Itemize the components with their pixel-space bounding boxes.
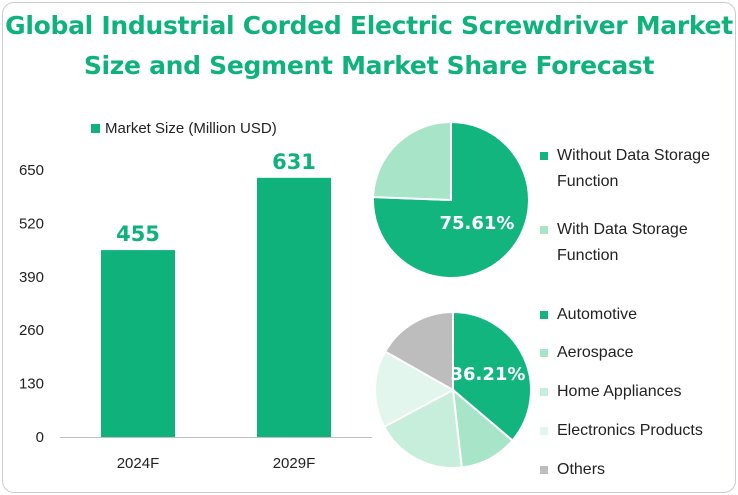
bar <box>257 177 331 437</box>
legend-item-aerospace: Aerospace <box>540 340 634 366</box>
x-tick-label: 2029F <box>273 455 316 472</box>
pie-value-label: 75.61% <box>440 213 515 234</box>
title-line-1: Global Industrial Corded Electric Screwd… <box>5 11 733 40</box>
bar-legend-label: Market Size (Million USD) <box>105 120 277 137</box>
legend-swatch <box>540 427 548 435</box>
legend-swatch <box>540 152 548 160</box>
legend-item-electronics-products: Electronics Products <box>540 418 703 444</box>
legend-swatch <box>540 349 548 357</box>
legend-item-with-data-storage: With Data Storage Function <box>540 217 730 269</box>
pie-slice <box>382 388 463 469</box>
legend-label: Electronics Products <box>557 422 703 439</box>
pie-slice <box>452 310 532 442</box>
bar-value-label: 455 <box>116 222 160 246</box>
bar-value-label: 631 <box>272 150 316 174</box>
y-tick-label: 130 <box>19 376 44 393</box>
pie-value-label: 36.21% <box>451 364 526 385</box>
legend-item-home-appliances: Home Appliances <box>540 379 682 405</box>
bar-legend-swatch <box>91 124 100 133</box>
legend-label: Home Appliances <box>557 383 682 400</box>
y-tick-label: 390 <box>19 269 44 286</box>
chart-title: Global Industrial Corded Electric Screwd… <box>0 6 738 86</box>
legend-swatch <box>540 388 548 396</box>
legend-label: Automotive <box>557 306 638 323</box>
bar <box>101 250 175 437</box>
y-tick-label: 520 <box>19 215 44 232</box>
legend-label-line: Function <box>557 173 619 190</box>
y-tick-label: 260 <box>19 322 44 339</box>
legend-label-line: Without Data Storage <box>557 147 710 164</box>
legend-label: Others <box>557 461 606 478</box>
legend-label-line: With Data Storage <box>557 221 688 238</box>
title-line-2: Size and Segment Market Share Forecast <box>83 51 655 80</box>
pie-slice <box>374 350 456 429</box>
legend-swatch <box>540 466 548 474</box>
x-tick-label: 2024F <box>117 455 160 472</box>
legend-item-others: Others <box>540 457 605 483</box>
legend-swatch <box>540 226 548 234</box>
legend-item-automotive: Automotive <box>540 302 637 328</box>
pie-slice <box>372 120 452 202</box>
legend-item-without-data-storage: Without Data Storage Function <box>540 143 730 195</box>
pie-slice <box>383 310 454 392</box>
legend-label-line: Function <box>557 247 619 264</box>
legend-label: Aerospace <box>557 344 634 361</box>
y-tick-label: 0 <box>36 429 44 446</box>
legend-swatch <box>540 311 548 319</box>
y-tick-label: 650 <box>19 162 44 179</box>
